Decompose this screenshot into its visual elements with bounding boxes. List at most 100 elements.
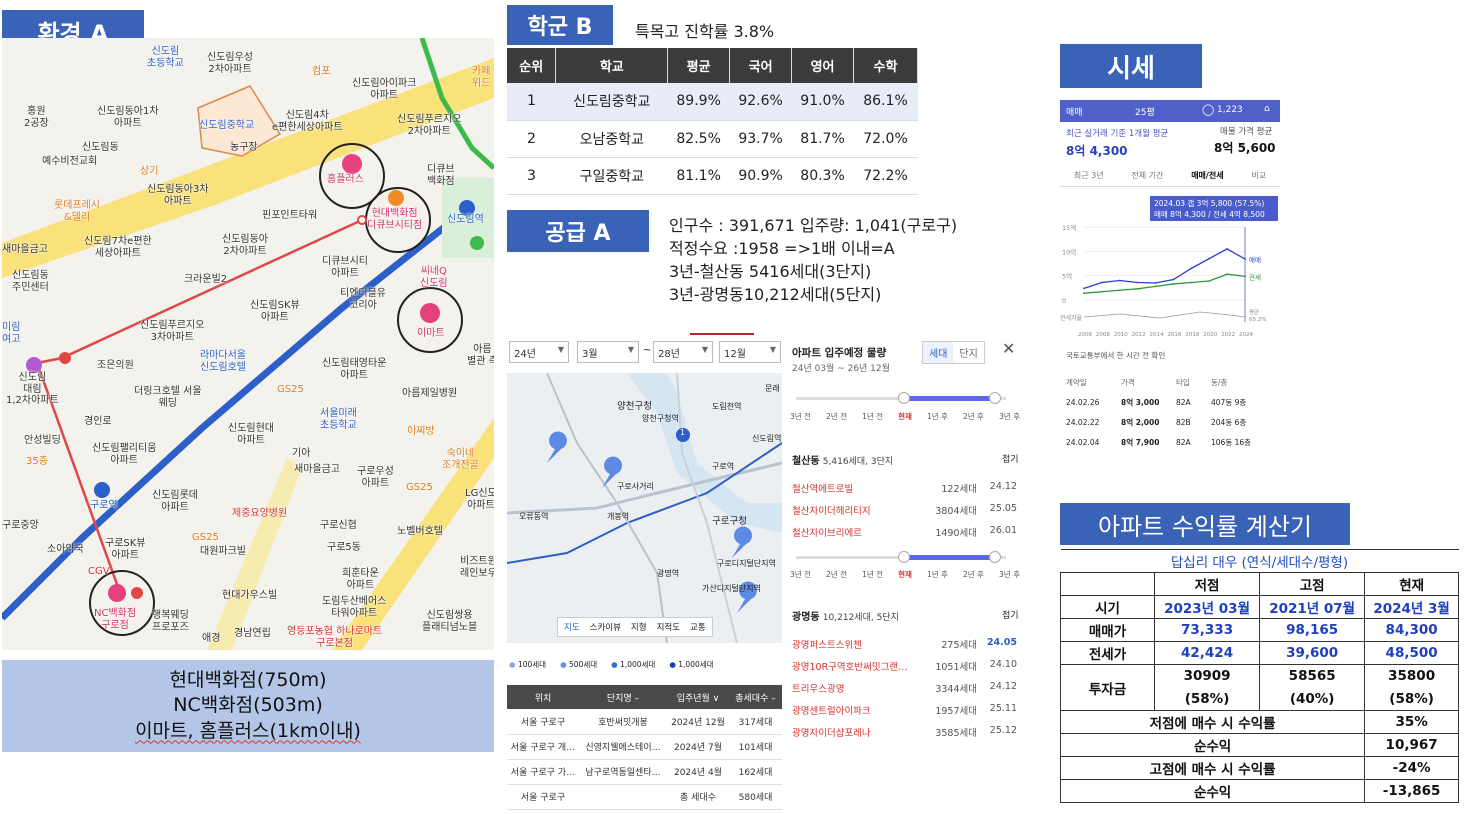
map-label[interactable]: 제중요양병원	[232, 508, 288, 519]
map-label[interactable]: 구로5동	[327, 542, 361, 553]
map-label[interactable]: 신도림현대 아파트	[228, 423, 274, 446]
map-label[interactable]: 아름 별관 측	[467, 344, 494, 367]
table-row[interactable]: 24.02.04 8억 7,900 82A 106동 16층	[1066, 432, 1276, 452]
map-label[interactable]: 도림두산베어스 타워아파트	[322, 596, 387, 619]
map-label[interactable]: 행복웨딩 프로포즈	[152, 610, 189, 633]
tab-sale-jeonse[interactable]: 매매/전세	[1191, 171, 1224, 180]
map-label[interactable]: 신도림동아3차 아파트	[147, 184, 209, 207]
list-item[interactable]: 트리우스광명 3344세대 24.12	[792, 681, 1017, 703]
map-label[interactable]: 구로SK뷰 아파트	[105, 538, 146, 561]
map-label[interactable]: 현대백화점 디큐브시티점	[367, 208, 423, 231]
map-label[interactable]: 신도림 초등학교	[147, 46, 184, 69]
map-label[interactable]: 구로역	[90, 500, 118, 511]
slider-handle[interactable]	[898, 551, 910, 563]
supply-list-th[interactable]: 위치	[507, 685, 579, 709]
list-item[interactable]: 철산자이브리에르 1490세대 26.01	[792, 525, 1017, 547]
map-label[interactable]: 롯데프레시 &델리	[54, 200, 100, 223]
tab-complexes[interactable]: 단지	[959, 349, 978, 360]
table-row[interactable]: 서울 구로구 총 세대수 580세대	[507, 784, 782, 810]
map-label[interactable]: 신도림동아1차 아파트	[97, 106, 159, 129]
map-label[interactable]: 홈플러스	[327, 174, 364, 185]
tab-recent[interactable]: 최근 3년	[1073, 171, 1104, 180]
map-label[interactable]: GS25	[406, 482, 433, 493]
map-tab[interactable]: 지형	[630, 623, 647, 633]
map-label[interactable]: 핀포인트타워	[262, 210, 318, 221]
map-label[interactable]: 컴포	[312, 66, 331, 77]
map-tab[interactable]: 지적도	[656, 623, 681, 633]
comment-icon[interactable]: ◯	[1202, 103, 1215, 116]
supply-list-th[interactable]: 단지명 –	[579, 685, 667, 709]
type-select[interactable]: 매매	[1066, 108, 1083, 118]
map-label[interactable]: 예수비전교회	[42, 156, 98, 167]
tab-all[interactable]: 전체 기간	[1131, 171, 1164, 180]
map-label[interactable]: 새마을금고	[294, 464, 340, 475]
map-label[interactable]: 조은의원	[97, 360, 134, 371]
list-item[interactable]: 광명자이더샵포레나 3585세대 25.12	[792, 725, 1017, 747]
map-label[interactable]: 신도림동 주민센터	[12, 270, 49, 293]
map-label[interactable]: GS25	[277, 384, 304, 395]
map-label[interactable]: 신도림푸르지오 2차아파트	[397, 114, 462, 137]
map-label[interactable]: 신도림롯데 아파트	[152, 490, 198, 513]
map-label[interactable]: 더링크호텔 서울 웨딩	[134, 386, 202, 409]
map-label[interactable]: 구로신협	[320, 520, 357, 531]
map-label[interactable]: 새마을금고	[2, 244, 48, 255]
year-from-select[interactable]: 24년 ▼	[509, 341, 569, 363]
map-label[interactable]: 애경	[202, 633, 221, 644]
map-label[interactable]: 신도림쌍용 플래티넘노블	[422, 610, 478, 633]
close-icon[interactable]: ✕	[1002, 339, 1016, 358]
map-label[interactable]: 티엔더블유 코리아	[340, 288, 386, 311]
map-label[interactable]: 신도림푸르지오 3차아파트	[140, 320, 205, 343]
map-label[interactable]: 숙이네 조개전골	[442, 448, 479, 471]
list-item[interactable]: 철산역에트로빌 122세대 24.12	[792, 481, 1017, 503]
map-label[interactable]: CGV	[88, 566, 110, 577]
map-label[interactable]: 이찌방	[407, 426, 435, 437]
table-row[interactable]: 24.02.22 8억 2,000 82B 204동 6층	[1066, 412, 1276, 432]
map-label[interactable]: 비즈트윈 레인보우	[460, 556, 494, 579]
map-label[interactable]: 현대가우스빌	[222, 590, 278, 601]
map-label[interactable]: 노벨버호텔	[397, 526, 443, 537]
map-label[interactable]: 신도림SK뷰 아파트	[250, 300, 300, 323]
fold-button[interactable]: 접기	[1002, 611, 1019, 621]
supply-list-th[interactable]: 입주년월 ∨	[667, 685, 729, 709]
tab-compare[interactable]: 비교	[1251, 171, 1267, 180]
map-label[interactable]: 대원파크빌	[200, 546, 246, 557]
map-label[interactable]: 영등포농협 하나로마트 구로본점	[287, 626, 383, 649]
supply-map[interactable]: 양천구청 양천구청역 도림천역 신도림역 구로역 구로구청 구로디지털단지역 오…	[507, 373, 782, 643]
map-label[interactable]: 안성빌딩	[24, 435, 61, 446]
map-tab[interactable]: 지도	[564, 623, 580, 633]
map-label[interactable]: 아름제일병원	[402, 388, 458, 399]
map-label[interactable]: 씨네Q 신도림	[420, 266, 448, 289]
map-label[interactable]: 신도림태영타운 아파트	[322, 358, 387, 381]
env-map[interactable]: 신도림 초등학교 신도림우성 2차아파트 컴포 신도림아이파크 아파트 카페 위드 홍원 2공장 신도…	[2, 38, 494, 650]
map-label[interactable]: 신도림4차 e편한세상아파트	[272, 110, 343, 133]
table-row[interactable]: 24.02.26 8억 3,000 82A 407동 9층	[1066, 392, 1276, 412]
map-label[interactable]: 기아	[292, 448, 311, 459]
map-label[interactable]: 홍원 2공장	[24, 106, 49, 129]
map-label[interactable]: 구로중앙	[2, 520, 39, 531]
map-label[interactable]: 신도림아이파크 아파트	[352, 78, 417, 101]
slider-handle[interactable]	[989, 392, 1001, 404]
map-label[interactable]: 신도림중학교	[199, 120, 255, 131]
map-label[interactable]: NC백화점 구로점	[94, 608, 137, 631]
map-label[interactable]: 신도림동	[82, 142, 119, 153]
map-label[interactable]: GS25	[192, 532, 219, 543]
map-label[interactable]: 소아약국	[47, 544, 84, 555]
slider-handle[interactable]	[989, 551, 1001, 563]
fold-button[interactable]: 접기	[1002, 455, 1019, 465]
map-label[interactable]: 카페 위드	[472, 66, 491, 89]
list-item[interactable]: 철산자이더헤리티지 3804세대 25.05	[792, 503, 1017, 525]
map-label[interactable]: 서울미래 초등학교	[320, 408, 357, 431]
map-label[interactable]: 디큐브 백화점	[427, 164, 455, 187]
table-row[interactable]: 서울 구로구 호반써밋개봉 2024년 12월 317세대	[507, 709, 782, 735]
table-row[interactable]: 서울 구로구 개… 신영지웰에스테이… 2024년 7월 101세대	[507, 734, 782, 760]
supply-list-th[interactable]: 총세대수 –	[729, 685, 782, 709]
tab-units[interactable]: 세대	[923, 342, 954, 363]
map-label[interactable]: 이마트	[417, 328, 445, 339]
map-label[interactable]: LG신도 아파트	[465, 488, 494, 511]
table-row[interactable]: 3 구일중학교 81.1% 90.9% 80.3% 72.2%	[507, 157, 918, 195]
map-label[interactable]: 구로우성 아파트	[357, 466, 394, 489]
map-tab[interactable]: 스카이뷰	[589, 623, 621, 633]
map-label[interactable]: 신도림팰리티움 아파트	[92, 443, 157, 466]
bell-icon[interactable]: ⌂	[1264, 104, 1270, 114]
map-tab[interactable]: 교통	[690, 623, 706, 633]
